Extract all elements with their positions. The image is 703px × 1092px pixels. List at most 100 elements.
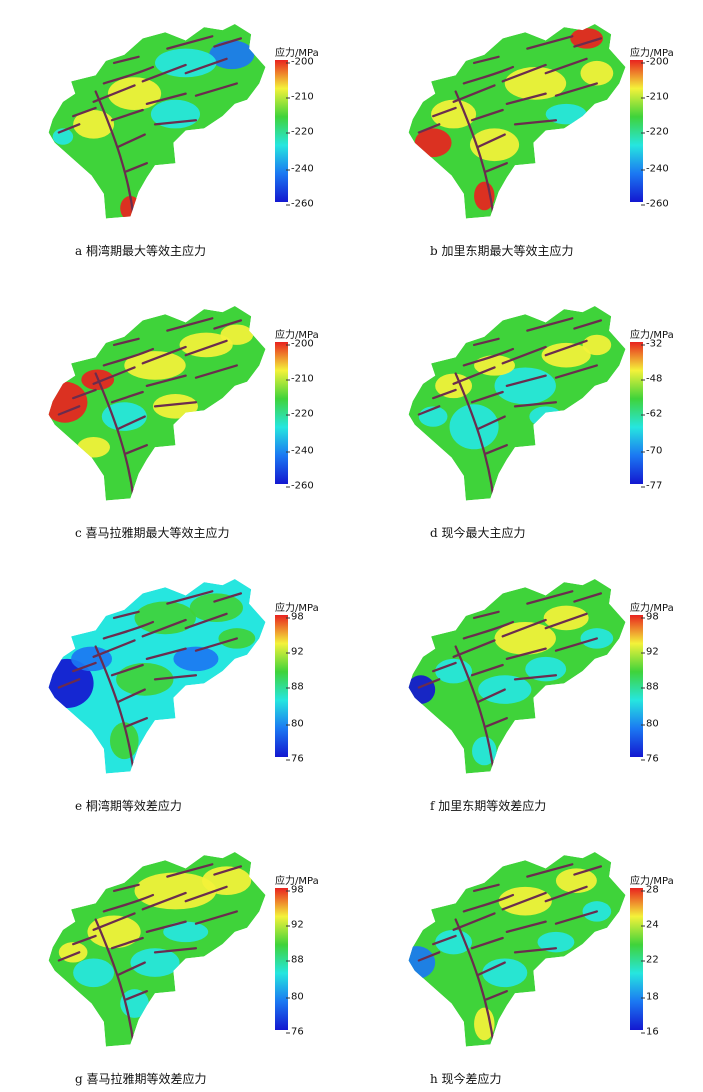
legend-tick-label: 98: [641, 611, 659, 623]
legend-title: 应力/MPa: [630, 48, 674, 59]
fault-line: [472, 883, 500, 893]
caption-f: f 加里东期等效差应力: [430, 799, 547, 813]
stress-zone: [124, 351, 186, 380]
contour-map-e: [48, 579, 266, 774]
fault-line: [472, 337, 500, 347]
contour-map-d: [408, 306, 626, 501]
fault-line: [454, 645, 496, 774]
stress-zone: [529, 406, 563, 427]
stress-zone: [189, 593, 243, 623]
fault-line: [573, 319, 603, 330]
fault-line: [117, 961, 146, 976]
legend-colorbar: [275, 342, 288, 484]
fault-line: [112, 883, 140, 893]
stress-zone: [541, 342, 591, 368]
stress-zone: [87, 915, 141, 949]
fault-line: [454, 90, 496, 219]
fault-line: [485, 162, 508, 173]
fault-line: [501, 618, 547, 638]
fault-line: [145, 374, 187, 387]
stress-zone: [494, 622, 556, 655]
fault-line: [505, 374, 547, 387]
legend-g: 应力/MPa 98 92 88 80 76: [275, 872, 345, 1042]
fault-line: [462, 65, 515, 85]
stress-zone: [414, 128, 452, 158]
fault-line: [72, 661, 97, 673]
legend-h: 应力/MPa 28 24 22 18 16: [630, 872, 700, 1042]
fault-line: [454, 372, 496, 501]
legend-tick-label: -200: [286, 56, 314, 68]
legend-tick-label: 80: [286, 718, 304, 730]
fault-line: [554, 364, 598, 379]
fault-line: [470, 390, 504, 404]
stress-zone: [173, 646, 219, 672]
caption-a: a 桐湾期最大等效主应力: [75, 244, 206, 258]
fault-line: [194, 910, 238, 925]
fault-line: [110, 390, 144, 404]
legend-tick-label: -260: [286, 480, 314, 492]
fault-line: [505, 92, 547, 105]
fault-line: [477, 133, 506, 148]
legend-colorbar: [275, 615, 288, 757]
legend-tick-label: 76: [286, 1026, 304, 1038]
panel-e: 应力/MPa 98 92 88 80 76 e 桐湾期等效差应力: [30, 555, 350, 820]
fault-line: [57, 678, 81, 689]
legend-tick-label: -62: [640, 408, 663, 420]
fault-line: [452, 84, 496, 103]
fault-line: [117, 688, 146, 703]
fault-line: [477, 415, 506, 430]
legend-tick-label: -70: [640, 445, 663, 457]
fault-line: [513, 674, 558, 681]
legend-tick-label: -32: [640, 338, 663, 350]
fault-line: [554, 910, 598, 925]
fault-line: [526, 590, 574, 605]
stress-zone: [163, 921, 209, 943]
legend-tick-label: -48: [640, 373, 663, 385]
legend-colorbar: [630, 615, 643, 757]
fault-line: [417, 951, 441, 962]
fault-line: [526, 863, 574, 878]
stress-zone: [582, 334, 612, 356]
fault-line: [94, 90, 136, 219]
legend-tick-label: 98: [286, 611, 304, 623]
fault-line: [501, 891, 547, 911]
fault-line: [432, 388, 457, 400]
legend-tick-label: -220: [641, 126, 669, 138]
fault-line: [470, 936, 504, 950]
stress-zone: [48, 381, 88, 423]
fault-line: [573, 865, 603, 876]
stress-zone: [179, 332, 233, 358]
fault-line: [110, 936, 144, 950]
fault-line: [485, 717, 508, 728]
legend-tick-label: 92: [286, 919, 304, 931]
fault-line: [184, 57, 228, 75]
legend-tick-label: 28: [641, 884, 659, 896]
contour-map-g: [48, 852, 266, 1047]
fault-line: [102, 893, 155, 913]
fault-line: [92, 366, 136, 385]
stress-zone: [220, 324, 254, 345]
legend-tick-label: -220: [286, 126, 314, 138]
legend-tick-label: -260: [641, 198, 669, 210]
fault-line: [544, 339, 588, 357]
legend-b: 应力/MPa -200 -210 -220 -240 -260: [630, 44, 700, 214]
legend-tick-label: -210: [286, 373, 314, 385]
fault-line: [544, 612, 588, 630]
fault-line: [417, 405, 441, 416]
fault-line: [112, 55, 140, 65]
contour-map-f: [408, 579, 626, 774]
legend-title: 应力/MPa: [275, 330, 319, 341]
fault-line: [477, 961, 506, 976]
fault-line: [462, 347, 515, 367]
legend-tick-label: 18: [641, 991, 659, 1003]
caption-b: b 加里东期最大等效主应力: [430, 244, 574, 258]
fault-line: [141, 618, 187, 638]
legend-tick-label: 92: [641, 646, 659, 658]
fault-line: [94, 372, 136, 501]
legend-tick-label: -240: [641, 163, 669, 175]
stress-zone: [109, 722, 139, 760]
legend-tick-label: 76: [286, 753, 304, 765]
fault-line: [544, 885, 588, 903]
legend-tick-label: -220: [286, 408, 314, 420]
fault-line: [194, 637, 238, 652]
